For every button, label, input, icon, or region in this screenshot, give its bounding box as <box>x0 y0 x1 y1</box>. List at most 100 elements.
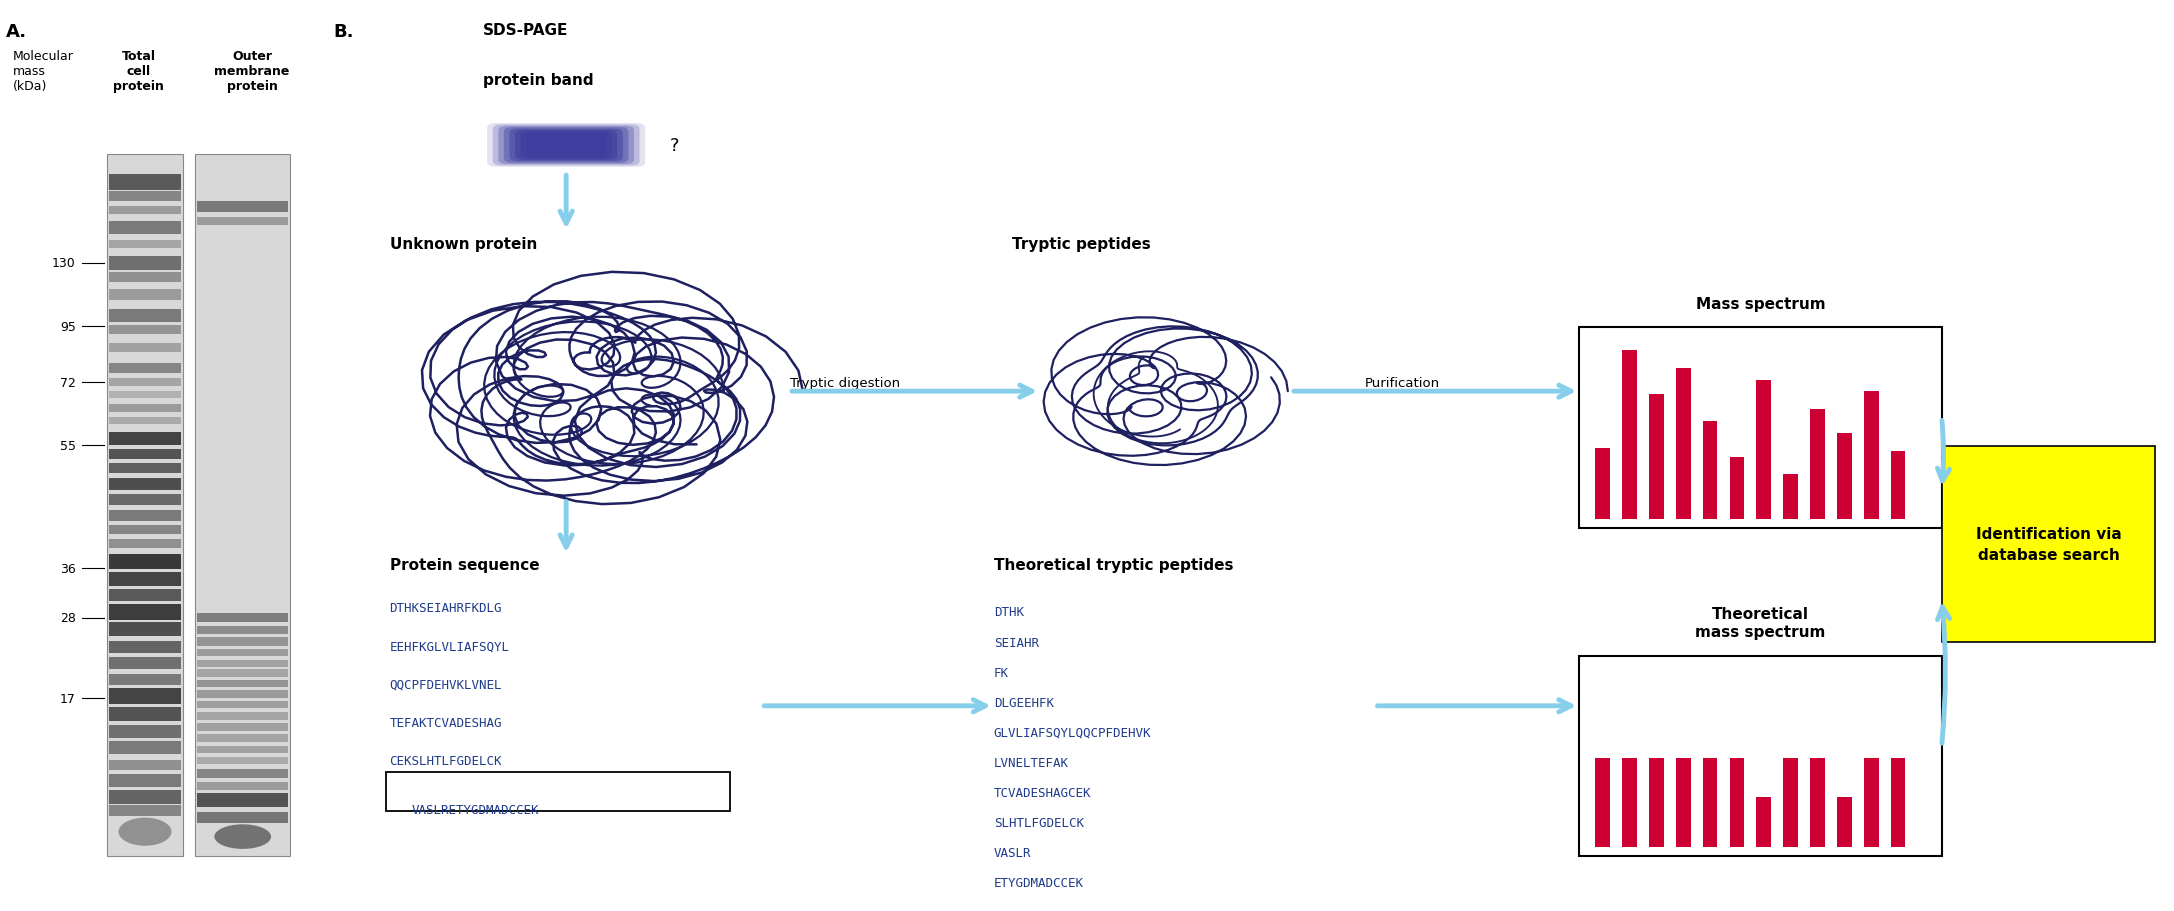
Bar <box>198 218 289 226</box>
Text: Outer
membrane
protein: Outer membrane protein <box>215 50 289 93</box>
Bar <box>198 782 289 791</box>
Bar <box>109 774 180 787</box>
Bar <box>198 670 289 677</box>
Bar <box>198 757 289 764</box>
Bar <box>1891 758 1904 847</box>
Bar <box>109 623 180 637</box>
FancyBboxPatch shape <box>487 124 646 168</box>
Bar <box>109 790 180 804</box>
Text: ETYGDMADCCEK: ETYGDMADCCEK <box>994 876 1083 889</box>
Bar <box>109 207 180 215</box>
Bar <box>1941 446 2154 642</box>
Text: 28: 28 <box>59 611 76 624</box>
Bar <box>109 191 180 202</box>
Text: A.: A. <box>7 23 28 41</box>
Bar <box>198 734 289 742</box>
Bar <box>1702 422 1717 519</box>
Bar <box>109 325 180 335</box>
Bar <box>1731 457 1744 519</box>
Bar <box>198 723 289 732</box>
Bar <box>1650 395 1663 519</box>
Text: ?: ? <box>670 137 678 155</box>
Bar <box>1891 452 1904 519</box>
FancyBboxPatch shape <box>515 131 617 161</box>
Bar <box>109 310 180 322</box>
Text: TCVADESHAGCEK: TCVADESHAGCEK <box>994 786 1091 799</box>
Text: QQCPFDEHVKLVNEL: QQCPFDEHVKLVNEL <box>389 678 502 691</box>
Bar <box>109 760 180 771</box>
Bar <box>198 746 289 753</box>
Text: Molecular
mass
(kDa): Molecular mass (kDa) <box>13 50 74 93</box>
Text: 55: 55 <box>59 439 76 453</box>
Text: 95: 95 <box>59 321 76 333</box>
Bar <box>1578 328 1941 528</box>
Bar <box>109 641 180 653</box>
Bar <box>109 222 180 235</box>
Bar <box>109 674 180 685</box>
Text: LVNELTEFAK: LVNELTEFAK <box>994 756 1070 769</box>
Text: 36: 36 <box>61 562 76 575</box>
Bar <box>1783 758 1798 847</box>
Text: Purification: Purification <box>1365 376 1439 389</box>
Bar <box>109 463 180 474</box>
Bar <box>198 626 289 635</box>
Bar <box>109 290 180 301</box>
Bar <box>109 404 180 413</box>
Text: EEHFKGLVLIAFSQYL: EEHFKGLVLIAFSQYL <box>389 640 509 652</box>
Bar <box>109 363 180 374</box>
Bar <box>109 433 180 445</box>
Text: Identification via
database search: Identification via database search <box>1976 527 2122 562</box>
Bar <box>1702 758 1717 847</box>
Text: DLGEEHFK: DLGEEHFK <box>994 696 1054 709</box>
Bar <box>109 539 180 548</box>
Bar <box>198 613 289 623</box>
Bar <box>109 572 180 587</box>
Text: B.: B. <box>335 23 354 41</box>
Ellipse shape <box>215 824 272 849</box>
Text: SLHTLFGDELCK: SLHTLFGDELCK <box>994 816 1083 829</box>
Bar <box>109 343 180 353</box>
FancyBboxPatch shape <box>520 132 611 159</box>
Text: 17: 17 <box>59 692 76 705</box>
Text: FK: FK <box>994 666 1009 679</box>
Bar <box>109 805 180 816</box>
Text: VASLR: VASLR <box>994 846 1030 859</box>
Text: Total
cell
protein: Total cell protein <box>113 50 165 93</box>
FancyBboxPatch shape <box>498 127 635 165</box>
Bar <box>1578 656 1941 856</box>
Bar <box>1622 351 1637 519</box>
Bar <box>1863 758 1878 847</box>
Text: GLVLIAFSQYLQQCPFDEHVK: GLVLIAFSQYLQQCPFDEHVK <box>994 726 1152 739</box>
FancyBboxPatch shape <box>509 129 624 162</box>
Bar <box>109 379 180 387</box>
Bar <box>109 478 180 491</box>
Bar <box>1676 758 1691 847</box>
Bar <box>198 793 289 807</box>
Text: 72: 72 <box>59 376 76 389</box>
Ellipse shape <box>120 818 172 845</box>
Bar <box>109 175 180 190</box>
Bar <box>109 241 180 249</box>
Bar <box>109 511 180 521</box>
Text: TEFAKTCVADESHAG: TEFAKTCVADESHAG <box>389 716 502 729</box>
Bar <box>1731 758 1744 847</box>
Bar <box>1757 797 1772 847</box>
Bar <box>109 742 180 754</box>
FancyBboxPatch shape <box>493 126 639 167</box>
FancyBboxPatch shape <box>504 128 628 164</box>
Bar <box>109 418 180 425</box>
Bar <box>196 155 289 856</box>
Bar <box>1596 758 1611 847</box>
Bar <box>109 449 180 460</box>
Bar <box>1837 797 1852 847</box>
Text: Tryptic digestion: Tryptic digestion <box>789 376 900 389</box>
Bar <box>109 272 180 283</box>
Bar <box>1650 758 1663 847</box>
Bar <box>109 589 180 601</box>
Bar <box>198 660 289 667</box>
Bar <box>198 680 289 688</box>
Text: DTHK: DTHK <box>994 606 1024 619</box>
Bar <box>198 638 289 646</box>
Bar <box>1811 409 1824 519</box>
Bar <box>1811 758 1824 847</box>
